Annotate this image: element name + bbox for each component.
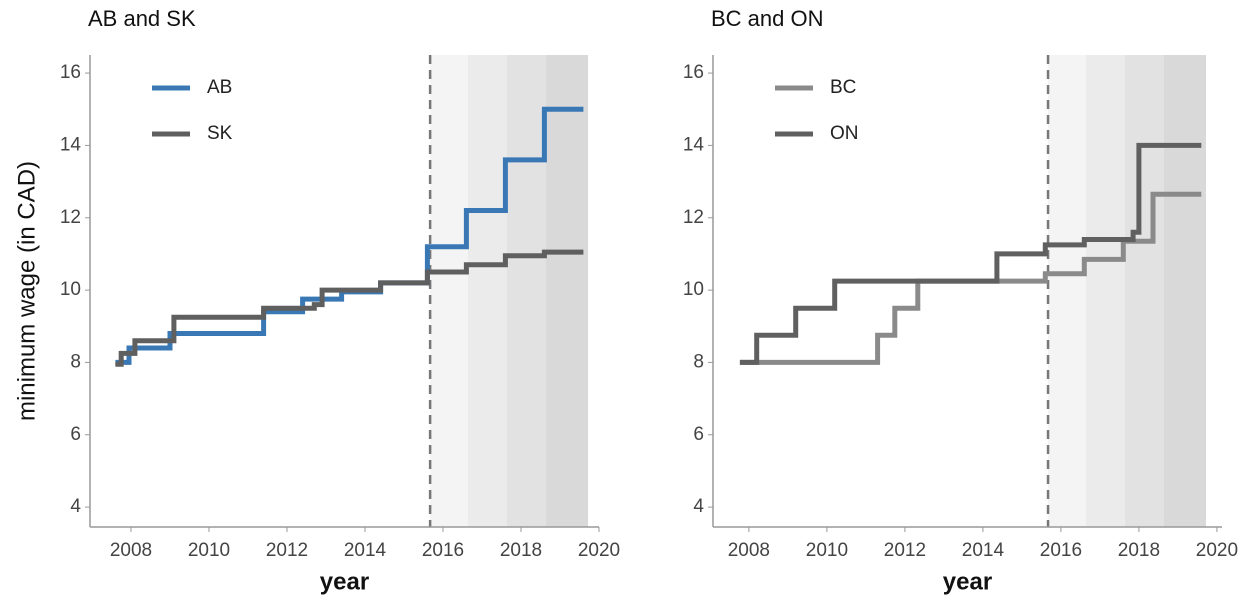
series-line	[739, 142, 1202, 365]
shaded-region	[1048, 55, 1086, 527]
y-tick-label: 16	[60, 62, 81, 83]
x-axis-title: year	[320, 568, 369, 595]
x-tick-label: 2012	[266, 540, 308, 561]
y-tick-label: 4	[70, 496, 81, 517]
y-tick-label: 10	[60, 279, 81, 300]
y-tick-label: 4	[693, 496, 704, 517]
series-line	[739, 191, 1202, 365]
shaded-region	[430, 55, 468, 527]
shaded-region	[1124, 55, 1164, 527]
x-tick-label: 2008	[110, 540, 152, 561]
chart-title: AB and SK	[88, 6, 196, 31]
x-tick-label: 2020	[1196, 540, 1238, 561]
y-tick-label: 6	[693, 424, 704, 445]
y-tick-label: 14	[683, 134, 705, 155]
shaded-region	[467, 55, 507, 527]
y-tick-label: 8	[693, 351, 704, 372]
legend-label: AB	[207, 77, 232, 98]
shaded-region	[1085, 55, 1125, 527]
shaded-region	[545, 55, 589, 527]
y-tick-label: 12	[60, 207, 81, 228]
y-tick-label: 10	[683, 279, 704, 300]
x-tick-label: 2014	[962, 540, 1005, 561]
x-tick-label: 2010	[806, 540, 848, 561]
x-tick-label: 2014	[344, 540, 387, 561]
x-tick-label: 2008	[728, 540, 770, 561]
x-tick-label: 2010	[188, 540, 230, 561]
shaded-region	[1163, 55, 1207, 527]
series-line	[115, 249, 584, 367]
x-axis-title: year	[943, 568, 992, 595]
legend-label: ON	[830, 123, 859, 144]
chart-title: BC and ON	[711, 6, 824, 31]
legend-label: BC	[830, 77, 856, 98]
y-tick-label: 14	[60, 134, 82, 155]
x-tick-label: 2016	[422, 540, 464, 561]
x-tick-label: 2018	[500, 540, 542, 561]
y-tick-label: 12	[683, 207, 704, 228]
y-tick-label: 8	[70, 351, 81, 372]
shaded-region	[506, 55, 546, 527]
x-tick-label: 2012	[884, 540, 926, 561]
x-tick-label: 2020	[578, 540, 620, 561]
x-tick-label: 2018	[1118, 540, 1160, 561]
legend-label: SK	[207, 123, 233, 144]
y-axis-title: minimum wage (in CAD)	[13, 161, 40, 421]
y-tick-label: 6	[70, 424, 81, 445]
x-tick-label: 2016	[1040, 540, 1082, 561]
y-tick-label: 16	[683, 62, 704, 83]
